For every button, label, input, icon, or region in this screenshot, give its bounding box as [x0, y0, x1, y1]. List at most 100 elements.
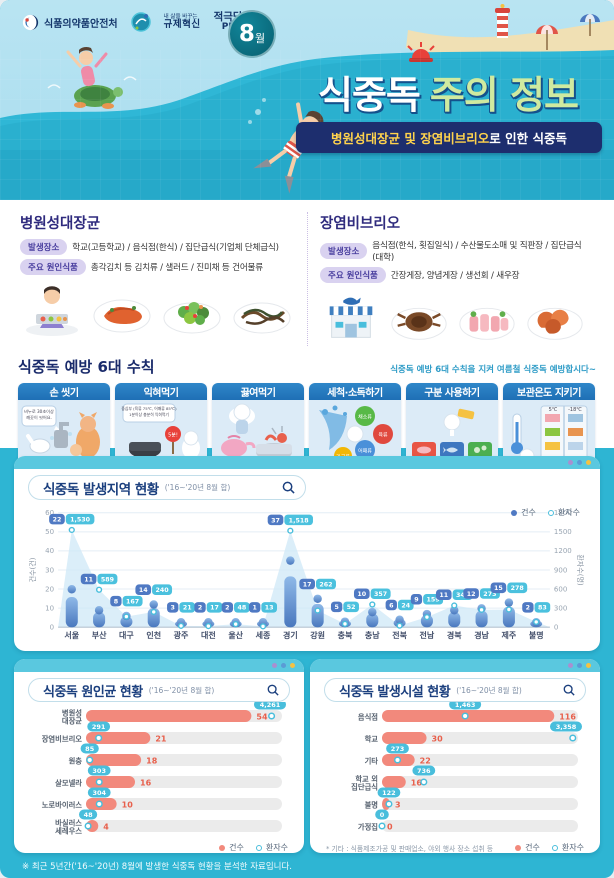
svg-text:37: 37: [271, 517, 280, 524]
pathogen-sections: 병원성대장균 발생장소 학교(고등학교) / 음식점(한식) / 집단급식(기업…: [0, 200, 614, 346]
subtitle-banner: 병원성대장균 및 장염비브리오로 인한 식중독: [296, 122, 602, 153]
cases-dot-icon: [515, 844, 522, 851]
svg-text:제주: 제주: [502, 630, 517, 640]
svg-text:6: 6: [389, 602, 394, 609]
value-badge: 8 167: [110, 595, 143, 607]
patients-marker: [420, 778, 428, 786]
cause-chart-card: 식중독 원인균 현황 ('16~'20년 8월 합) 병원성 대장균 54 4,261…: [14, 659, 304, 853]
cause-plot-svg: 병원성대장균 54 4,261 장염비브리오 21 291 원충 18 85 살모넬라 16 303 노…: [42, 699, 286, 836]
cases-dot-icon: [219, 844, 226, 851]
svg-text:262: 262: [319, 581, 332, 588]
patients-badge: 736: [412, 765, 436, 776]
patients-badge: 303: [87, 765, 111, 776]
svg-text:8: 8: [114, 599, 118, 606]
page-title: 식중독 주의 정보: [292, 64, 604, 119]
svg-text:54: 54: [256, 712, 268, 721]
svg-text:가정집: 가정집: [358, 823, 378, 832]
handwashing-illustration: 비누로 30초이상 깨끗이 씻어요.: [18, 400, 110, 466]
bar-track: [382, 820, 578, 832]
legend-patients: 환자수: [557, 508, 580, 517]
svg-text:18: 18: [146, 756, 158, 765]
chart-title: 식중독 발생시설 현황: [339, 684, 451, 700]
photo-sashimi: [459, 307, 515, 340]
cases-bar: [86, 776, 135, 788]
facility-chart-title-pill: 식중독 발생시설 현황 ('16~'20년 8월 합): [324, 678, 586, 702]
svg-text:60: 60: [45, 508, 54, 517]
svg-text:학교: 학교: [365, 735, 379, 744]
prevention-card-handwash: 손 씻기 비누로 30초이상 깨끗이 씻어요.: [18, 383, 110, 470]
patients-marker: [86, 756, 94, 764]
patients-marker: [505, 606, 513, 613]
svg-text:세종: 세종: [256, 630, 271, 640]
svg-text:9: 9: [414, 597, 418, 604]
patients-marker: [396, 622, 403, 629]
facility-footnote: * 기타 : 식품제조가공 및 판매업소, 야외 행사 장소 섭취 등: [326, 844, 494, 853]
svg-text:1500: 1500: [554, 527, 572, 536]
region-chart-svg: 01020304050600300600900120015001800건수(건)…: [28, 508, 585, 640]
svg-text:14: 14: [139, 587, 148, 594]
search-icon[interactable]: [267, 684, 279, 696]
month-badge: 8 월: [228, 10, 276, 58]
patients-badge: 304: [87, 787, 111, 798]
patients-marker: [378, 822, 386, 830]
facility-chart-plot: 음식점 116 1,463 학교 30 3,358 기타 22 273 학교 외 집단급식 16 736…: [324, 699, 586, 842]
svg-text:291: 291: [92, 723, 106, 731]
value-badge: 14 240: [135, 584, 173, 595]
patients-area: [58, 529, 550, 628]
svg-text:0: 0: [387, 822, 393, 831]
month-suffix: 월: [254, 32, 266, 45]
svg-text:1200: 1200: [554, 546, 572, 555]
patients-marker: [95, 800, 103, 808]
pride-korean: 적극당당: [213, 11, 253, 23]
svg-text:0: 0: [554, 622, 558, 631]
section-title: 장염비브리오: [320, 216, 401, 232]
svg-text:11: 11: [439, 592, 448, 599]
svg-text:5℃: 5℃: [549, 407, 558, 413]
charts-section: 식중독 발생지역 현황 ('16~'20년 8월 합) 건수 환자수 0 10 20…: [0, 448, 614, 878]
svg-text:16: 16: [140, 778, 152, 787]
patients-marker: [268, 712, 276, 720]
bar-track: [382, 754, 578, 766]
photo-lunch-tray-person: [26, 286, 78, 336]
svg-text:0: 0: [50, 622, 54, 631]
card-title: 끓여먹기: [212, 383, 304, 400]
prevention-card-boil: 끓여먹기: [212, 383, 304, 470]
cooking-illustration: 중심부 (육류 75℃, 어패류 85℃) 1분이상 충분히 익혀먹기 5분!: [115, 400, 207, 466]
search-icon[interactable]: [563, 684, 575, 696]
svg-text:울산: 울산: [228, 630, 243, 640]
svg-text:전남: 전남: [420, 630, 435, 640]
patients-marker: [369, 601, 376, 608]
region-picto-bar: [448, 606, 461, 628]
regulation-innovation-logo: 내 삶을 바꾸는 규제혁신: [164, 14, 201, 30]
svg-text:21: 21: [183, 605, 192, 612]
search-icon[interactable]: [282, 481, 295, 494]
svg-text:1800: 1800: [554, 508, 572, 517]
svg-text:12: 12: [467, 591, 476, 598]
svg-text:5: 5: [334, 604, 338, 611]
svg-text:21: 21: [155, 734, 167, 743]
regulation-tagline: 내 삶을 바꾸는: [163, 13, 198, 20]
svg-text:303: 303: [92, 767, 106, 775]
svg-text:기타: 기타: [365, 757, 379, 766]
bar-track: [382, 798, 578, 810]
svg-text:1,463: 1,463: [455, 702, 476, 709]
patients-badge: 0: [375, 809, 389, 820]
svg-text:환자수(명): 환자수(명): [576, 554, 584, 586]
region-chart-legend: 건수 환자수: [511, 507, 580, 518]
card-titlebar: [310, 659, 600, 672]
patients-marker: [461, 712, 469, 720]
bar-track: [86, 820, 282, 832]
svg-text:40: 40: [45, 546, 54, 555]
value-badge: 37 1,518: [267, 514, 313, 526]
region-picto-bar: [65, 585, 78, 628]
bubble: [262, 98, 266, 102]
svg-text:3,358: 3,358: [556, 723, 577, 731]
svg-text:바실러스: 바실러스: [55, 819, 82, 828]
svg-text:341: 341: [456, 592, 469, 599]
svg-text:1분이상 충분히 익혀먹기: 1분이상 충분히 익혀먹기: [129, 412, 169, 417]
svg-text:경북: 경북: [447, 630, 462, 640]
patients-badge: 4,261: [254, 699, 286, 710]
mfds-logo: 식품의약품안전처: [22, 14, 118, 31]
patients-marker: [95, 734, 103, 742]
